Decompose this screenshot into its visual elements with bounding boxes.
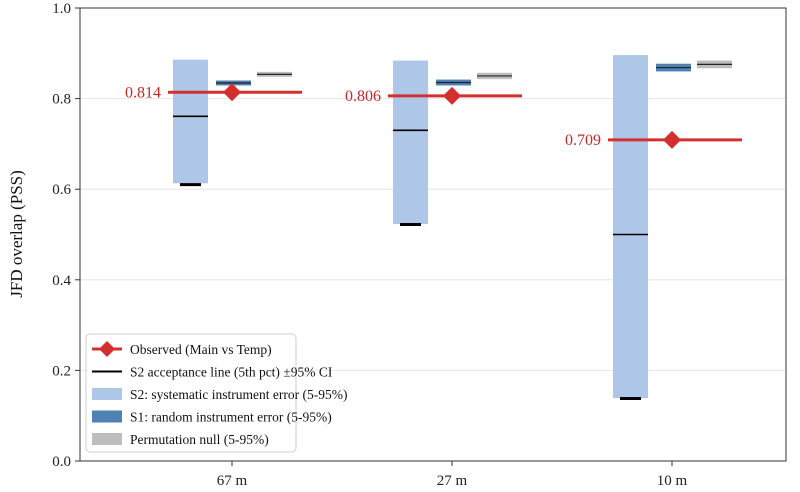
x-tick-label: 27 m (437, 473, 468, 489)
y-tick-label: 0.4 (52, 273, 71, 289)
legend: Observed (Main vs Temp) S2 acceptance lin… (85, 333, 347, 453)
legend-s1-swatch (92, 410, 122, 423)
lines-layer (173, 63, 732, 400)
legend-permutation-swatch (92, 433, 122, 445)
observed-marker (663, 130, 681, 149)
legend-label: S1: random instrument error (5-95%) (130, 410, 332, 425)
y-tick-label: 0.6 (52, 182, 71, 198)
legend-label: Observed (Main vs Temp) (130, 342, 272, 357)
y-tick-label: 1.0 (52, 1, 71, 17)
y-tick-label: 0.2 (52, 363, 71, 379)
observed-value-label: 0.709 (565, 132, 601, 149)
legend-items: Observed (Main vs Temp) S2 acceptance lin… (92, 341, 347, 447)
legend-observed-marker (99, 341, 115, 357)
legend-box (85, 333, 297, 453)
legend-s2-swatch (92, 388, 122, 400)
s2-band (173, 59, 208, 184)
y-axis: 0.0 0.2 0.4 0.6 0.8 1.0 (52, 1, 80, 470)
y-tick-label: 0.8 (52, 92, 71, 108)
observed-value-label: 0.814 (125, 84, 161, 101)
y-axis-title: JFD overlap (PSS) (7, 170, 26, 298)
legend-label: Permutation null (5-95%) (130, 432, 269, 447)
observed-value-label: 0.806 (345, 88, 381, 105)
observed-layer: 0.814 0.806 0.709 (125, 83, 742, 149)
observed-marker (443, 86, 461, 105)
s2-band (393, 60, 428, 225)
plot-frame (79, 7, 787, 462)
x-axis: 67 m 27 m 10 m (217, 461, 688, 489)
x-tick-label: 67 m (217, 473, 248, 489)
legend-label: S2 acceptance line (5th pct) ±95% CI (130, 365, 333, 380)
s2-band (613, 55, 648, 399)
y-tick-label: 0.0 (52, 454, 71, 470)
x-tick-label: 10 m (657, 473, 688, 489)
legend-label: S2: systematic instrument error (5-95%) (130, 387, 347, 402)
observed-marker (223, 83, 241, 102)
